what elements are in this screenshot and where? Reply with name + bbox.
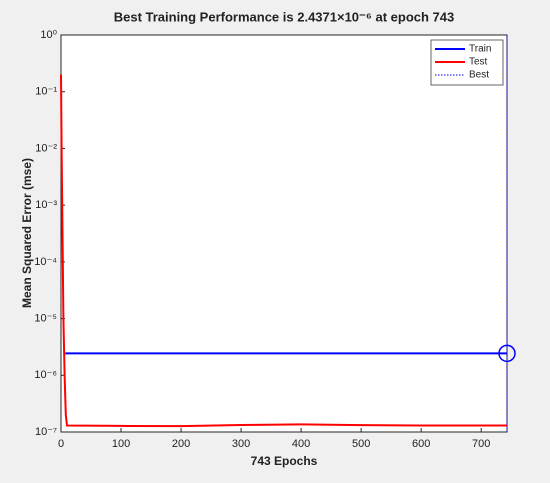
y-tick-label: 10⁻⁷ [35,426,57,438]
y-tick-label: 10⁻² [35,142,57,154]
best-marker [498,344,516,363]
plot-area [60,34,508,433]
y-tick-label: 10⁰ [40,29,57,41]
chart-title: Best Training Performance is 2.4371×10⁻⁶… [114,9,455,24]
y-tick-label: 10⁻¹ [35,86,57,98]
x-tick-label: 300 [232,438,250,450]
legend-label: Test [469,57,488,68]
series-line [60,74,507,428]
x-tick-label: 200 [172,438,190,450]
x-tick-label: 400 [292,438,310,450]
y-tick-label: 10⁻⁶ [34,369,57,381]
x-tick-label: 700 [472,438,490,450]
x-tick-label: 100 [112,438,130,450]
y-tick-label: 10⁻³ [35,199,57,211]
x-tick-label: 600 [412,438,430,450]
legend-label: Best [469,70,489,81]
x-tick-label: 0 [58,438,64,450]
y-axis-label: Mean Squared Error (mse) [20,158,34,308]
y-tick-label: 10⁻⁵ [34,312,57,324]
x-axis-label: 743 Epochs [251,454,318,468]
legend-label: Train [469,44,491,55]
y-tick-label: 10⁻⁴ [34,256,57,268]
x-tick-label: 500 [352,438,370,450]
